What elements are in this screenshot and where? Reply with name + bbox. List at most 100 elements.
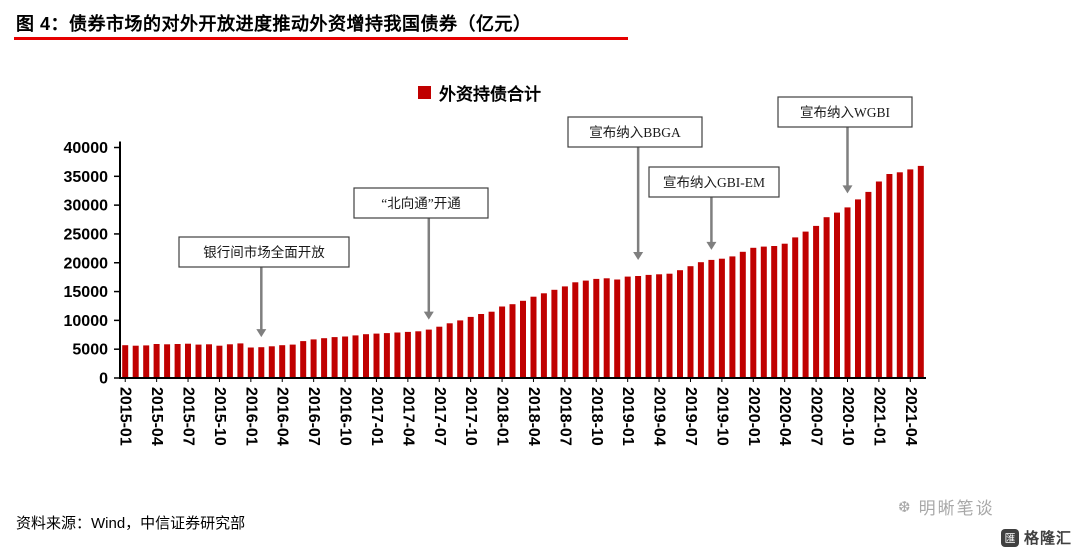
bar	[415, 331, 422, 378]
bar	[593, 278, 600, 378]
bar	[436, 326, 443, 378]
x-axis: 2015-01 2015-04 2015-07 2015-10 2016-01 2016-…	[117, 378, 919, 446]
bar	[247, 347, 254, 378]
bar-series	[122, 165, 924, 378]
annotation-label: 宣布纳入GBI-EM	[663, 175, 765, 190]
bar	[226, 344, 233, 378]
bar	[760, 246, 767, 378]
annotation-label: 宣布纳入BBGA	[589, 125, 681, 140]
bar	[216, 345, 223, 378]
bar	[886, 174, 893, 378]
y-tick-label: 40000	[64, 140, 109, 157]
bar	[582, 280, 589, 378]
x-tick-label: 2019-01	[619, 387, 636, 446]
x-tick-label: 2016-01	[242, 387, 259, 446]
page-title: 图 4：债券市场的对外开放进度推动外资增持我国债券（亿元）	[16, 14, 532, 34]
bar	[478, 314, 485, 378]
y-tick-label: 10000	[64, 313, 109, 330]
bar	[697, 262, 704, 378]
bar	[383, 333, 390, 378]
bar	[467, 316, 474, 378]
y-tick-label: 25000	[64, 226, 109, 243]
bar	[603, 278, 610, 378]
x-tick-label: 2015-04	[148, 387, 165, 446]
x-tick-label: 2021-04	[902, 387, 919, 446]
annotation-arrowhead	[256, 329, 267, 338]
x-tick-label: 2021-01	[870, 387, 887, 446]
bar	[792, 237, 799, 378]
bar	[635, 276, 642, 378]
x-tick-label: 2019-04	[651, 387, 668, 446]
bar	[457, 320, 464, 378]
bar	[656, 274, 663, 378]
bar	[509, 304, 516, 378]
legend-label: 外资持债合计	[439, 85, 541, 104]
bar	[258, 347, 265, 378]
bar	[143, 345, 150, 378]
gelonghui-logo: 匯 格隆汇	[1000, 527, 1072, 548]
bar	[331, 337, 338, 378]
gelonghui-logo-icon: 匯	[1000, 528, 1019, 547]
source-note: 资料来源：Wind，中信证券研究部	[16, 515, 246, 532]
x-tick-label: 2020-04	[776, 387, 793, 446]
gelonghui-logo-text: 格隆汇	[1023, 530, 1072, 547]
bar	[572, 282, 579, 378]
y-tick-label: 30000	[64, 198, 109, 215]
annotation-box	[353, 187, 489, 219]
bar	[750, 247, 757, 378]
bar	[289, 344, 296, 378]
y-tick-label: 15000	[64, 284, 109, 301]
bar	[488, 311, 495, 378]
y-tick-label: 0	[99, 371, 108, 388]
bar	[520, 300, 526, 378]
bar	[739, 251, 746, 378]
bar	[363, 334, 369, 378]
bar	[373, 333, 380, 378]
chart-legend: 外资持债合计	[418, 80, 541, 105]
bar	[206, 344, 212, 378]
bar	[896, 172, 903, 378]
watermark-text: 明晰笔谈	[918, 499, 995, 518]
x-tick-label: 2017-10	[462, 387, 479, 446]
x-tick-label: 2016-07	[305, 387, 322, 446]
bar	[122, 345, 129, 378]
x-tick-label: 2017-04	[399, 387, 416, 446]
bar	[499, 306, 506, 378]
x-tick-label: 2018-07	[556, 387, 573, 446]
bar	[540, 293, 547, 378]
snowflake-icon: ❆	[898, 498, 913, 516]
x-tick-label: 2017-01	[368, 387, 385, 446]
annotation-arrowhead	[633, 252, 644, 261]
bar	[404, 331, 411, 378]
bar	[185, 343, 191, 378]
bar	[666, 273, 673, 378]
annotation-box	[178, 236, 350, 268]
bar	[300, 341, 307, 378]
annotation-box	[567, 116, 703, 148]
annotations: 银行间市场全面开放 “北向通”开通 宣布纳入BBGA 宣布纳入GBI-EM 宣布纳入WG…	[178, 96, 913, 338]
x-tick-label: 2018-01	[494, 387, 511, 446]
annotation-arrowhead	[706, 241, 717, 250]
x-tick-label: 2019-10	[713, 387, 730, 446]
bar	[195, 344, 202, 378]
bar	[687, 266, 694, 378]
x-tick-label: 2016-04	[274, 387, 291, 446]
x-tick-label: 2017-07	[431, 387, 448, 446]
bar	[875, 181, 882, 378]
title-underline	[14, 37, 628, 40]
bar	[268, 346, 275, 378]
x-tick-label: 2020-10	[839, 387, 856, 446]
y-axis: 0 5000 10000 15000 20000 25000 30000 35000 40000	[64, 140, 120, 388]
bar	[781, 243, 788, 378]
bar	[865, 191, 872, 378]
bar	[561, 286, 568, 378]
bar	[446, 323, 453, 378]
x-tick-label: 2015-10	[211, 387, 228, 446]
bar	[813, 225, 820, 378]
bar	[394, 332, 401, 378]
annotation-label: “北向通”开通	[381, 196, 461, 211]
bar	[321, 338, 328, 378]
bar	[771, 246, 778, 378]
annotation-box	[777, 96, 913, 128]
x-tick-label: 2020-07	[808, 387, 825, 446]
